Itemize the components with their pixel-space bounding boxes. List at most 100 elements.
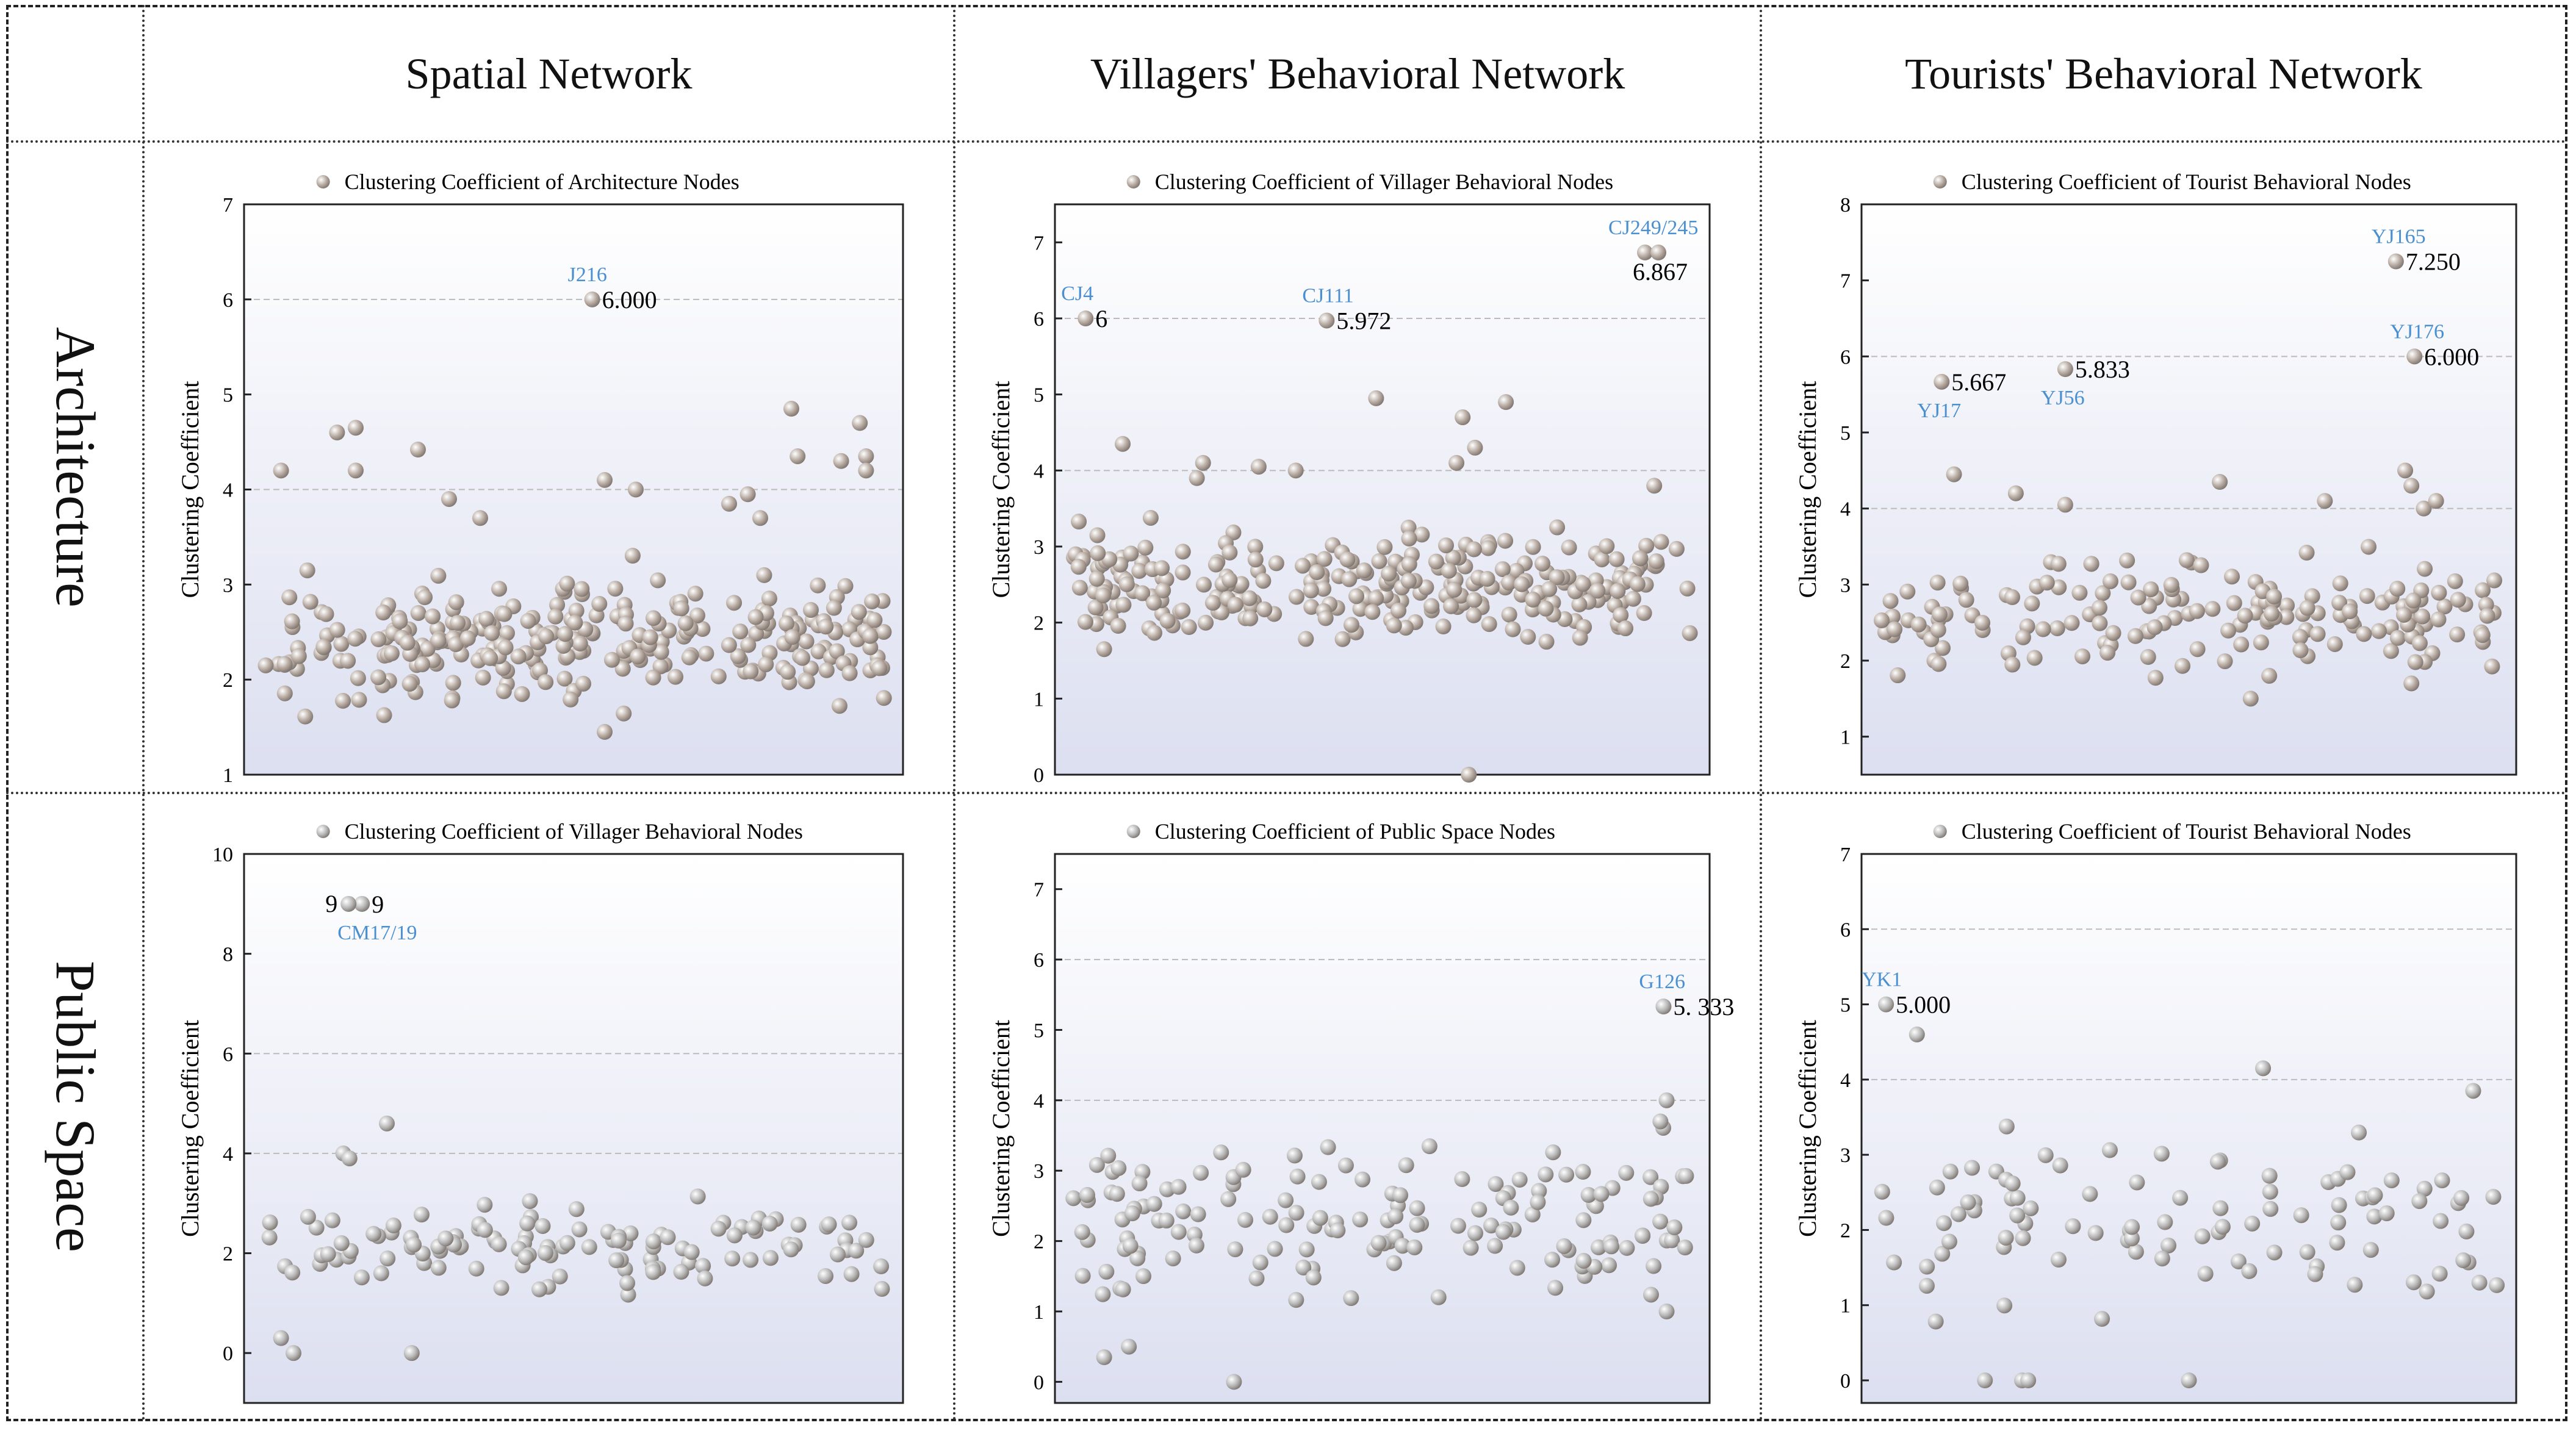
data-point [2128, 1244, 2144, 1260]
data-point [2397, 462, 2414, 479]
data-point [1305, 1269, 1322, 1286]
data-point [491, 1236, 507, 1252]
data-point [2204, 601, 2221, 617]
data-point [365, 1225, 382, 1242]
plot-area [1055, 854, 1710, 1403]
y-axis-label: Clustering Coefficient [176, 381, 204, 598]
legend-marker [1933, 175, 1947, 188]
data-point [441, 491, 457, 507]
data-point [2416, 1180, 2433, 1197]
data-point [2465, 1083, 2481, 1099]
annotation-value: 6 [1095, 305, 1107, 332]
data-point [1115, 436, 1131, 452]
data-point [2351, 1124, 2367, 1141]
data-point [2004, 656, 2021, 673]
data-point [1368, 590, 1384, 606]
data-point [2015, 629, 2031, 645]
data-point [790, 1216, 807, 1233]
data-point [1188, 1237, 1204, 1253]
annotation-value: 5. 333 [1673, 993, 1734, 1020]
data-point [2262, 1200, 2279, 1217]
data-point [1501, 606, 1517, 623]
y-tick-label: 2 [1034, 1231, 1044, 1253]
data-point [538, 628, 555, 645]
data-point [2417, 561, 2433, 577]
data-point [2450, 592, 2466, 608]
data-point [1195, 454, 1211, 471]
data-point [858, 448, 874, 464]
data-point [1652, 1213, 1669, 1230]
data-point [2264, 606, 2280, 622]
data-point [2479, 608, 2495, 624]
data-point [862, 639, 879, 656]
data-point [642, 629, 658, 645]
data-point [370, 669, 387, 686]
data-point [1079, 1187, 1095, 1203]
data-point [1368, 390, 1384, 406]
data-point [667, 669, 684, 685]
data-point [2124, 1219, 2140, 1235]
data-point [862, 628, 879, 644]
data-point [1572, 629, 1588, 646]
data-point [450, 615, 466, 631]
y-tick-label: 2 [223, 1243, 233, 1266]
data-point [1642, 1191, 1659, 1207]
data-point [745, 1219, 761, 1236]
annotation-value: 6.000 [602, 286, 657, 314]
data-point [410, 604, 426, 621]
data-point [2189, 603, 2205, 619]
y-tick-label: 7 [223, 194, 233, 217]
data-point [308, 1219, 325, 1236]
data-point [430, 567, 447, 584]
data-point [1421, 1138, 1437, 1155]
data-point [1430, 1289, 1447, 1305]
data-point [1930, 622, 1946, 638]
data-point [555, 637, 572, 654]
data-point [575, 675, 592, 692]
data-point [2475, 582, 2491, 598]
data-point [497, 639, 514, 656]
data-point [1594, 551, 1610, 568]
highlight-point [1878, 996, 1894, 1013]
data-point [1942, 1163, 1959, 1180]
data-point [2153, 1146, 2170, 1162]
data-point [619, 1275, 636, 1291]
chart-architecture-spatial: 1 2 3 4 5 6 7 Clustering Coefficient Clustering … [176, 170, 904, 787]
y-tick-label: 6 [1034, 949, 1044, 972]
data-point [2474, 627, 2491, 644]
data-point [1886, 1254, 1902, 1271]
data-point [2094, 1311, 2110, 1327]
data-point [2233, 636, 2250, 653]
data-point [2367, 1187, 2383, 1203]
data-point [1929, 575, 1946, 591]
data-point [2329, 1235, 2345, 1251]
data-point [1123, 545, 1139, 562]
data-point [1196, 576, 1212, 593]
data-point [1446, 581, 1462, 598]
data-point [852, 415, 868, 431]
data-point [2370, 623, 2387, 639]
highlight-point [584, 291, 600, 307]
data-point [843, 1266, 860, 1282]
data-point [2038, 575, 2055, 591]
annotation-value: 9 [372, 891, 384, 918]
data-point [281, 589, 298, 606]
data-point [603, 651, 620, 668]
data-point [721, 495, 737, 512]
data-point [2178, 552, 2195, 568]
data-point [370, 631, 387, 648]
data-point [568, 1201, 585, 1218]
data-point [683, 1244, 700, 1260]
data-point [1146, 1196, 1162, 1212]
y-tick-label: 3 [1034, 1160, 1044, 1183]
data-point [559, 1235, 575, 1251]
data-point [1998, 1118, 2015, 1135]
data-point [284, 613, 300, 629]
data-point [2092, 615, 2108, 631]
data-point [1401, 556, 1417, 572]
legend-label: Clustering Coefficient of Architecture N… [345, 170, 739, 194]
data-point [1247, 539, 1264, 555]
data-point [2366, 1208, 2383, 1225]
data-point [2189, 641, 2206, 658]
y-tick-label: 8 [223, 944, 233, 966]
